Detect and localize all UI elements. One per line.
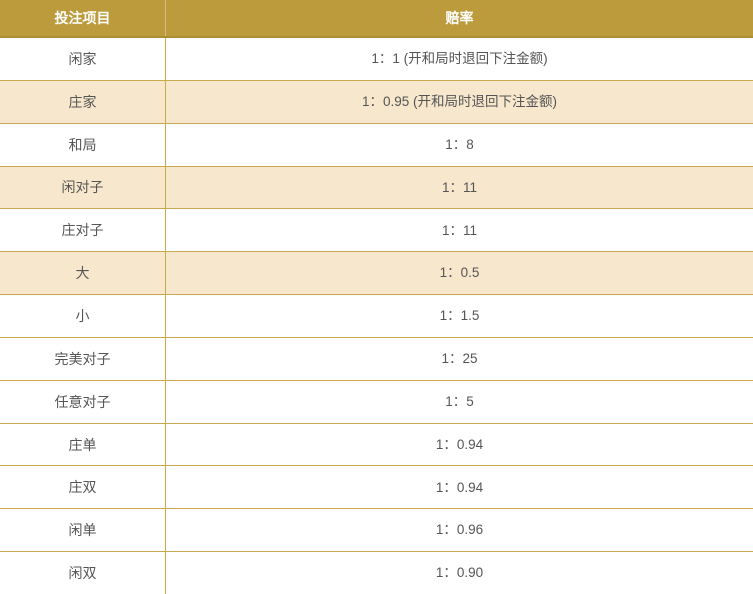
odds-value: 1：1.5: [439, 308, 480, 324]
table-row-banker-odd: 庄单 1：0.94: [0, 422, 753, 466]
odds-value: 1：0.95 (开和局时退回下注金额): [361, 94, 558, 110]
odds-value: 1：0.90: [435, 565, 484, 581]
bet-item-label: 庄双: [0, 466, 166, 509]
table-row-banker-pair: 庄对子 1：11: [0, 208, 753, 252]
table-row-big: 大 1：0.5: [0, 251, 753, 295]
table-row-player-pair: 闲对子 1：11: [0, 165, 753, 209]
table-row-any-pair: 任意对子 1：5: [0, 379, 753, 423]
odds-value: 1：0.94: [435, 479, 484, 495]
table-header-row: 投注项目 赔率: [0, 0, 753, 38]
bet-item-label: 闲对子: [0, 166, 166, 209]
bet-item-label: 庄家: [0, 80, 166, 123]
table-row-tie: 和局 1：8: [0, 122, 753, 166]
bet-item-label: 闲双: [0, 552, 166, 594]
bet-item-label: 完美对子: [0, 337, 166, 380]
header-cell-odds: 赔率: [445, 10, 474, 26]
odds-value: 1：11: [441, 222, 478, 238]
table-row-perfect-pair: 完美对子 1：25: [0, 336, 753, 380]
odds-value: 1：0.5: [439, 265, 480, 281]
header-cell-bet-item: 投注项目: [0, 0, 166, 36]
table-row-player-odd: 闲单 1：0.96: [0, 508, 753, 552]
table-row-player: 闲家 1：1 (开和局时退回下注金额): [0, 38, 753, 80]
odds-value: 1：8: [445, 136, 474, 152]
bet-item-label: 闲单: [0, 509, 166, 552]
bet-item-label: 庄单: [0, 423, 166, 466]
table-row-player-even: 闲双 1：0.90: [0, 551, 753, 594]
bet-item-label: 小: [0, 295, 166, 337]
bet-item-label: 闲家: [0, 38, 166, 80]
odds-value: 1：0.96: [435, 522, 484, 538]
odds-value: 1：25: [441, 351, 478, 367]
bet-item-label: 庄对子: [0, 209, 166, 252]
bet-item-label: 和局: [0, 123, 166, 166]
odds-value: 1：1 (开和局时退回下注金额): [371, 51, 548, 67]
odds-value: 1：0.94: [435, 436, 484, 452]
table-row-banker: 庄家 1：0.95 (开和局时退回下注金额): [0, 79, 753, 123]
table-row-small: 小 1：1.5: [0, 294, 753, 337]
bet-item-label: 任意对子: [0, 380, 166, 423]
table-row-banker-even: 庄双 1：0.94: [0, 465, 753, 509]
bet-item-label: 大: [0, 252, 166, 295]
odds-value: 1：11: [441, 179, 478, 195]
odds-value: 1：5: [445, 393, 474, 409]
